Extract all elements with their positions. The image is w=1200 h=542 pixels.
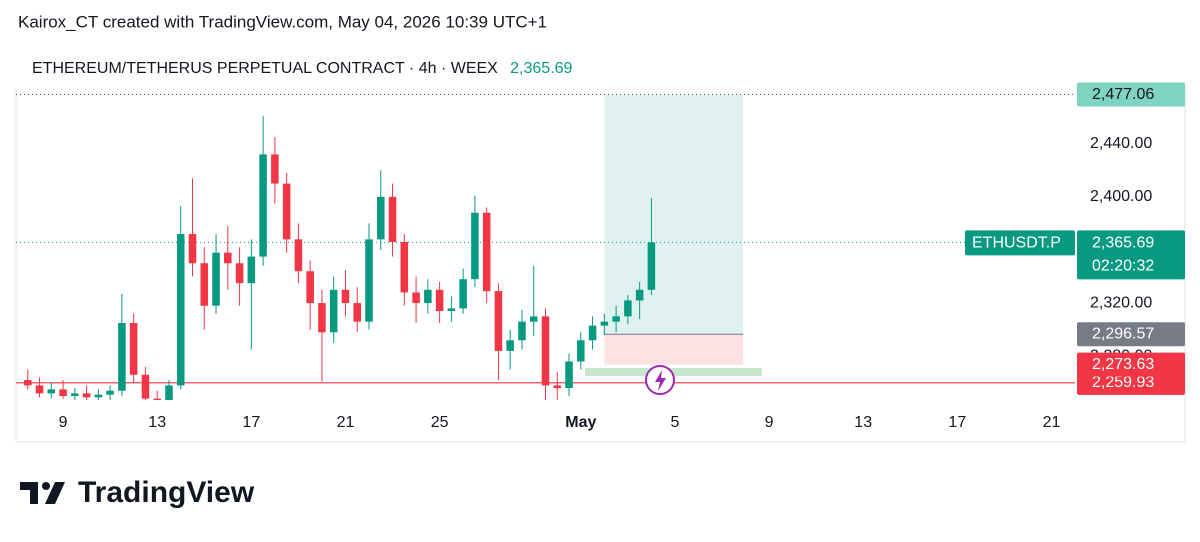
target-zone bbox=[604, 94, 744, 335]
candle-body bbox=[482, 212, 491, 292]
candle-body bbox=[506, 340, 514, 351]
candle-body bbox=[588, 325, 597, 341]
candle-body bbox=[329, 289, 338, 333]
alert-badge-label: 2,259.93 bbox=[1092, 374, 1154, 391]
logo-mark bbox=[20, 482, 38, 504]
price-scale: 2,440.002,400.002,320.002,280.002,477.06… bbox=[1077, 82, 1185, 395]
x-tick-label: 13 bbox=[148, 414, 166, 431]
candle-body bbox=[306, 271, 314, 304]
candle-body bbox=[494, 291, 503, 351]
candle-body bbox=[459, 279, 467, 309]
candle-body bbox=[118, 322, 126, 391]
alert-badge bbox=[1077, 370, 1185, 395]
logo-mark bbox=[42, 482, 50, 490]
countdown-label: 02:20:32 bbox=[1092, 258, 1154, 275]
candle-body bbox=[353, 303, 361, 322]
candle-body bbox=[224, 252, 232, 264]
candle-body bbox=[35, 385, 44, 394]
chart-title: ETHEREUM/TETHERUS PERPETUAL CONTRACT · 4… bbox=[32, 60, 498, 77]
candle-body bbox=[377, 196, 385, 240]
candle-body bbox=[365, 239, 373, 322]
candle-body bbox=[271, 154, 279, 184]
candle-body bbox=[294, 239, 303, 272]
candle-body bbox=[106, 390, 114, 395]
y-tick-label: 2,440.00 bbox=[1090, 135, 1152, 152]
candle-body bbox=[259, 154, 267, 257]
stop-badge-label: 2,273.63 bbox=[1092, 356, 1154, 373]
candle-body bbox=[612, 316, 620, 322]
x-tick-label: 17 bbox=[948, 414, 966, 431]
candle-body bbox=[129, 322, 138, 375]
marker-bar bbox=[585, 368, 762, 376]
candle-body bbox=[447, 308, 456, 312]
x-tick-label: 17 bbox=[242, 414, 260, 431]
candle-body bbox=[412, 292, 420, 304]
candle-body bbox=[94, 394, 103, 398]
candle-body bbox=[318, 303, 326, 333]
candle-body bbox=[435, 289, 444, 312]
candle-body bbox=[471, 212, 479, 280]
candle-body bbox=[647, 242, 656, 290]
candle-body bbox=[200, 263, 209, 306]
x-tick-label: May bbox=[565, 414, 596, 431]
brand-name: TradingView bbox=[78, 476, 255, 509]
y-tick-label: 2,400.00 bbox=[1090, 188, 1152, 205]
candle-body bbox=[400, 242, 409, 293]
candle-body bbox=[71, 393, 79, 397]
candle-body bbox=[24, 380, 32, 386]
stop-zone bbox=[604, 334, 744, 365]
target-badge-label: 2,477.06 bbox=[1092, 86, 1154, 103]
x-tick-label: 9 bbox=[765, 414, 774, 431]
candle-body bbox=[141, 374, 150, 399]
symbol-label: ETHUSDT.P bbox=[972, 235, 1061, 252]
candle-body bbox=[529, 316, 538, 322]
alert-icon bbox=[655, 370, 666, 391]
candle-body bbox=[388, 196, 397, 243]
candle-body bbox=[635, 289, 644, 301]
candle-body bbox=[577, 340, 585, 362]
legend-price: 2,365.69 bbox=[510, 60, 572, 77]
stop-badge bbox=[1077, 352, 1185, 377]
last-price-badge bbox=[1077, 230, 1185, 280]
x-tick-label: 13 bbox=[854, 414, 872, 431]
plot-area bbox=[16, 94, 1075, 400]
x-tick-label: 25 bbox=[431, 414, 449, 431]
entry-badge bbox=[1077, 322, 1185, 347]
x-tick-label: 21 bbox=[337, 414, 355, 431]
candle-body bbox=[424, 289, 432, 304]
candle-body bbox=[624, 300, 632, 317]
logo: TradingView bbox=[20, 476, 255, 509]
x-tick-label: 9 bbox=[59, 414, 68, 431]
target-badge bbox=[1077, 82, 1185, 107]
candle-body bbox=[153, 398, 161, 400]
candle-body bbox=[341, 289, 350, 304]
candle-body bbox=[600, 321, 609, 326]
candle-body bbox=[176, 234, 185, 386]
entry-badge-label: 2,296.57 bbox=[1092, 325, 1154, 342]
candle-body bbox=[82, 393, 91, 398]
candle-body bbox=[212, 252, 220, 306]
candle-body bbox=[188, 234, 197, 264]
candle-body bbox=[518, 321, 526, 341]
candle-body bbox=[282, 183, 291, 240]
candle-body bbox=[541, 316, 550, 386]
candle-body bbox=[59, 389, 67, 397]
candle-body bbox=[553, 385, 562, 389]
candle-body bbox=[565, 361, 573, 389]
symbol-badge bbox=[965, 230, 1075, 256]
candle-body bbox=[247, 256, 256, 284]
header-text: Kairox_CT created with TradingView.com, … bbox=[18, 12, 547, 31]
candle-body bbox=[47, 389, 56, 394]
time-axis: 9 13 17 21 25 May 5 9 13 17 21 bbox=[59, 414, 1061, 431]
x-tick-label: 5 bbox=[670, 414, 679, 431]
candle-body bbox=[165, 385, 173, 400]
logo-mark bbox=[45, 482, 65, 504]
last-price-label: 2,365.69 bbox=[1092, 235, 1154, 252]
x-tick-label: 21 bbox=[1043, 414, 1061, 431]
candle-body bbox=[235, 263, 244, 284]
y-tick-label: 2,320.00 bbox=[1090, 294, 1152, 311]
